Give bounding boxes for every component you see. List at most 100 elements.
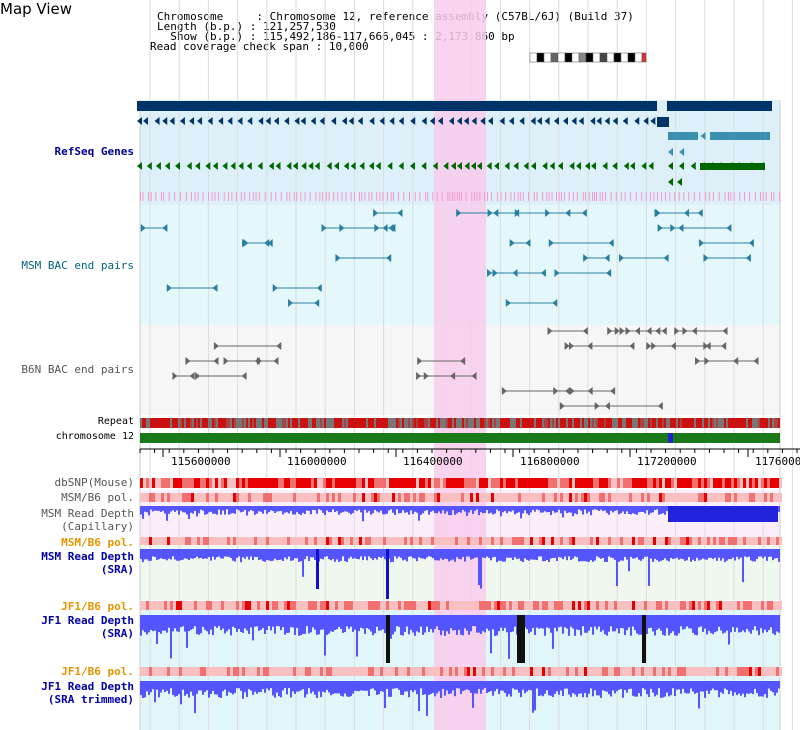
read-depth-bar — [298, 681, 300, 692]
polymorphism-cell — [308, 601, 311, 610]
polymorphism-cell — [629, 601, 632, 610]
gene-feature — [710, 132, 770, 140]
read-depth-bar — [430, 615, 432, 629]
repeat-feature — [374, 418, 376, 428]
polymorphism-cell — [440, 601, 443, 610]
polymorphism-cell — [458, 667, 461, 676]
read-depth-bar — [196, 681, 198, 694]
read-depth-bar — [462, 506, 464, 510]
polymorphism-cell — [479, 601, 482, 610]
read-depth-spike — [386, 615, 390, 663]
read-depth-bar — [192, 615, 194, 629]
polymorphism-cell — [746, 667, 749, 676]
read-depth-bar — [512, 681, 514, 689]
read-depth-bar — [748, 549, 750, 557]
read-depth-bar — [672, 681, 674, 689]
polymorphism-cell — [761, 667, 764, 676]
read-depth-bar — [300, 549, 302, 562]
msm-b6-pol-label: MSM/B6 pol. — [61, 536, 134, 549]
read-depth-bar — [708, 681, 710, 694]
read-depth-bar — [414, 681, 416, 691]
read-depth-bar — [140, 549, 142, 560]
gene-feature — [624, 192, 626, 201]
read-depth-bar — [564, 506, 566, 511]
polymorphism-cell — [335, 493, 338, 502]
read-depth-bar — [420, 549, 422, 559]
read-depth-bar — [550, 681, 552, 696]
polymorphism-cell — [419, 537, 422, 545]
polymorphism-cell — [251, 667, 254, 676]
repeat-feature — [710, 418, 712, 428]
bac-end-marker — [583, 254, 589, 262]
read-depth-bar — [584, 549, 586, 562]
polymorphism-cell — [161, 493, 164, 502]
read-depth-bar — [462, 615, 464, 636]
track-features — [137, 101, 800, 716]
read-depth-bar — [308, 506, 310, 511]
repeat-feature — [180, 418, 182, 428]
repeat-feature — [464, 418, 466, 428]
polymorphism-cell — [710, 493, 713, 502]
read-depth-bar — [442, 506, 444, 511]
gene-feature — [733, 192, 735, 201]
read-depth-bar — [436, 681, 438, 694]
polymorphism-cell — [596, 537, 599, 545]
repeat-feature — [656, 418, 658, 428]
polymorphism-cell — [773, 601, 776, 610]
read-depth-bar — [380, 506, 382, 511]
gene-feature — [294, 117, 300, 125]
polymorphism-cell — [521, 601, 524, 610]
polymorphism-cell — [530, 601, 533, 610]
bac-end-marker — [288, 299, 294, 307]
repeat-feature — [448, 418, 450, 428]
b6n-bac-label: B6N BAC end pairs — [21, 363, 134, 376]
polymorphism-cell — [197, 601, 200, 610]
polymorphism-cell — [521, 667, 524, 676]
polymorphism-cell — [155, 601, 158, 610]
bac-end-marker — [335, 254, 341, 262]
polymorphism-cell — [461, 667, 464, 676]
read-depth-bar — [396, 506, 398, 510]
polymorphism-cell — [713, 478, 716, 488]
read-depth-bar — [494, 681, 496, 692]
polymorphism-cell — [713, 493, 716, 502]
polymorphism-cell — [431, 667, 434, 676]
read-depth-bar — [340, 615, 342, 629]
read-depth-bar — [574, 506, 576, 514]
gene-feature — [688, 192, 690, 201]
read-depth-bar — [680, 549, 682, 559]
polymorphism-cell — [200, 667, 203, 676]
read-depth-bar — [480, 615, 482, 634]
polymorphism-cell — [341, 667, 344, 676]
gene-feature — [314, 162, 320, 170]
polymorphism-cell — [254, 493, 257, 502]
repeat-feature — [422, 418, 424, 428]
polymorphism-cell — [368, 667, 371, 676]
read-depth-bar — [260, 681, 262, 692]
polymorphism-cell — [500, 601, 503, 610]
read-depth-bar — [496, 549, 498, 563]
read-depth-bar — [324, 506, 326, 516]
polymorphism-cell — [311, 667, 314, 676]
polymorphism-cell — [473, 601, 476, 610]
read-depth-bar — [254, 681, 256, 692]
gene-feature — [480, 117, 486, 125]
polymorphism-cell — [263, 667, 266, 676]
read-depth-bar — [762, 615, 764, 633]
gene-feature — [231, 192, 233, 201]
read-depth-bar — [312, 506, 314, 510]
gene-feature — [739, 192, 741, 201]
polymorphism-cell — [653, 601, 656, 610]
read-depth-bar — [496, 506, 498, 510]
read-depth-bar — [604, 615, 606, 635]
polymorphism-cell — [329, 493, 332, 502]
repeat-feature — [502, 418, 504, 428]
polymorphism-cell — [731, 601, 734, 610]
read-depth-bar — [242, 615, 244, 633]
length-value: 121,257,530 — [262, 20, 336, 33]
repeat-feature — [756, 418, 758, 428]
read-depth-bar — [422, 681, 424, 695]
repeat-feature — [758, 418, 760, 428]
gene-feature — [517, 192, 519, 201]
